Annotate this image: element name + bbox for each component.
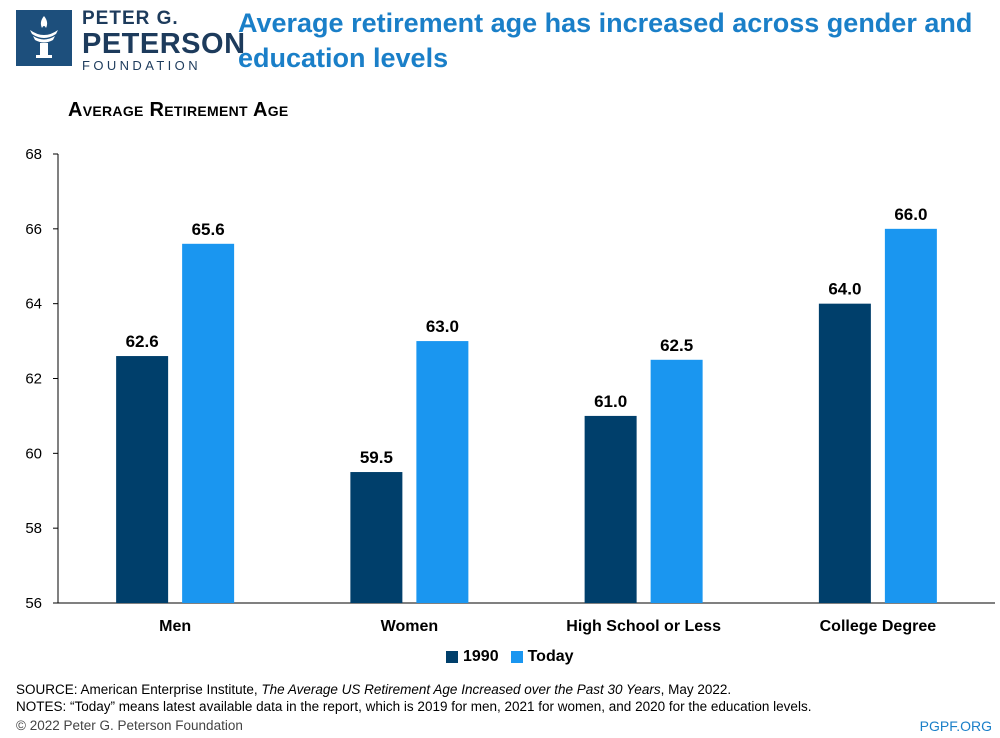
legend-swatch-today <box>510 651 523 663</box>
legend-label-today: Today <box>527 648 574 665</box>
source-title: The Average US Retirement Age Increased … <box>261 682 661 697</box>
data-label: 63.0 <box>426 317 459 336</box>
legend-item-1990: 1990 <box>446 648 499 666</box>
chart-title: Average Retirement Age <box>68 99 289 121</box>
source-suffix: , May 2022. <box>660 682 732 697</box>
data-label: 64.0 <box>828 280 861 299</box>
data-label: 59.5 <box>360 448 393 467</box>
y-tick-label: 62 <box>25 371 42 388</box>
bar-1990-high-school-or-less <box>584 415 637 603</box>
data-label: 61.0 <box>594 392 627 411</box>
y-tick-label: 58 <box>25 520 42 537</box>
legend-swatch-1990 <box>446 651 458 663</box>
data-label: 66.0 <box>894 205 927 224</box>
copyright: © 2022 Peter G. Peterson Foundation <box>16 718 243 733</box>
bar-today-college-degree <box>884 228 937 604</box>
data-label: 62.5 <box>660 336 693 355</box>
data-label: 62.6 <box>126 332 159 351</box>
site-link[interactable]: PGPF.ORG <box>919 718 992 734</box>
source-note: SOURCE: American Enterprise Institute, T… <box>16 682 731 697</box>
category-label: Men <box>159 618 191 635</box>
torch-logo-icon <box>16 10 72 66</box>
chart-legend: 1990 Today <box>446 648 574 666</box>
bar-1990-college-degree <box>818 303 871 603</box>
y-tick-label: 66 <box>25 221 42 238</box>
logo-line-1: PETER G. <box>82 8 179 29</box>
source-prefix: SOURCE: American Enterprise Institute, <box>16 682 262 697</box>
bar-chart: 56 58 60 62 64 66 68 Men 62.6 65.6 Women 59.5 63.0 Hi… <box>25 146 995 635</box>
page-title: Average retirement age has increased acr… <box>238 8 973 73</box>
logo-line-2: PETERSON <box>82 28 246 60</box>
y-tick-label: 60 <box>25 445 42 462</box>
legend-item-today: Today <box>510 648 574 666</box>
legend-label-1990: 1990 <box>463 648 499 665</box>
bar-today-high-school-or-less <box>650 359 703 603</box>
pgpf-logo: PETER G. PETERSON FOUNDATION <box>16 8 245 73</box>
bar-today-women <box>416 341 469 603</box>
category-label: College Degree <box>820 618 937 635</box>
y-tick-label: 68 <box>25 146 42 163</box>
category-label: Women <box>381 618 438 635</box>
bar-1990-women <box>350 472 403 603</box>
bar-today-men <box>182 243 235 604</box>
y-tick-label: 64 <box>25 296 42 313</box>
y-tick-label: 56 <box>25 595 42 612</box>
logo-line-3: FOUNDATION <box>82 58 201 73</box>
data-label: 65.6 <box>192 220 225 239</box>
bar-1990-men <box>116 356 169 603</box>
category-label: High School or Less <box>566 618 721 635</box>
notes: NOTES: “Today” means latest available da… <box>16 699 812 714</box>
